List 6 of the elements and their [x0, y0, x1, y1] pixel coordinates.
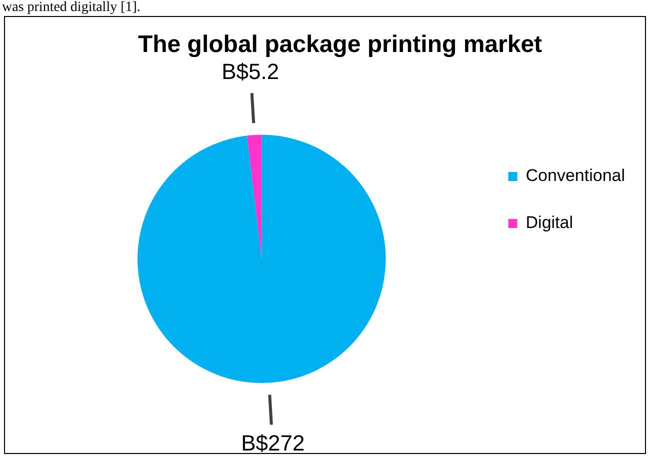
chart-title: The global package printing market [138, 31, 542, 58]
data-label: B$272 [241, 430, 305, 456]
data-label: B$5.2 [222, 59, 280, 84]
legend-label: Digital [526, 213, 574, 232]
text: was printed digitally [1]. [1, 0, 142, 16]
legend-label: Conventional [526, 166, 626, 186]
